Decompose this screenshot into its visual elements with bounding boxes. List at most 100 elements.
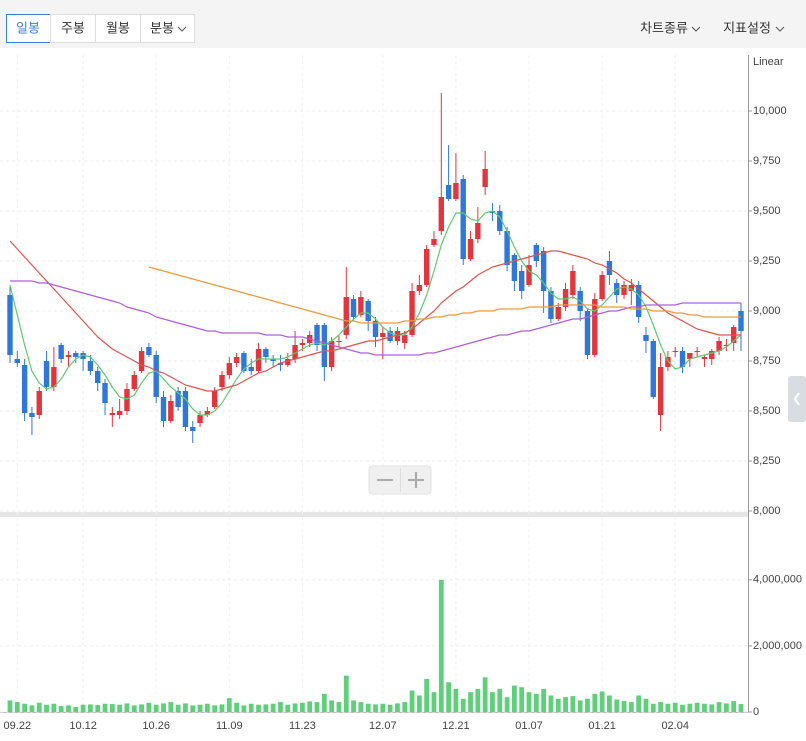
candle-body	[277, 363, 284, 365]
volume-bar	[650, 703, 656, 712]
volume-bar	[51, 703, 57, 712]
candle-body	[190, 427, 196, 431]
period-button[interactable]	[50, 14, 96, 43]
candle-body	[7, 295, 13, 355]
volume-bar	[292, 703, 298, 712]
x-tick-label: 01.21	[588, 720, 616, 732]
candle-body	[687, 353, 693, 359]
chevron	[177, 26, 187, 32]
y-tick-label: 0	[753, 706, 759, 718]
volume-bar	[687, 703, 693, 712]
moving-average-line	[9, 210, 742, 416]
volume-bar	[22, 703, 28, 712]
volume-bar	[416, 695, 422, 712]
volume-bar	[197, 704, 203, 712]
volume-bar	[7, 700, 13, 712]
volume-bar	[680, 704, 685, 712]
period-label: 일봉	[16, 22, 40, 37]
volume-bar	[607, 695, 612, 712]
volume-bar	[44, 704, 49, 712]
x-tick-label: 12.21	[442, 720, 470, 732]
volume-bar	[153, 704, 159, 712]
candle-body	[285, 359, 291, 365]
candle-body	[51, 367, 57, 387]
candle-body	[489, 211, 496, 213]
volume-bar	[131, 705, 137, 712]
volume-bar	[658, 702, 663, 712]
period-label: 월봉	[106, 22, 130, 37]
candle-body	[562, 289, 569, 307]
volume-bar	[570, 696, 576, 712]
candle-body	[453, 183, 459, 199]
period-button[interactable]	[140, 14, 195, 43]
candle-body	[548, 291, 554, 319]
volume-bar	[204, 703, 210, 712]
x-tick-label: 11.23	[289, 720, 316, 732]
candle-body	[657, 367, 664, 415]
candle-body	[36, 391, 42, 415]
candle-body	[58, 345, 64, 359]
candle-body	[504, 231, 510, 265]
candle-body	[175, 391, 181, 407]
volume-bar	[694, 702, 700, 712]
candle-body	[263, 349, 269, 357]
y-tick-label: 9,000	[753, 305, 781, 317]
volume-bar	[702, 703, 707, 712]
scale-label: Linear	[753, 56, 784, 68]
candle-body	[665, 357, 671, 367]
menu-label[interactable]: 차트종류	[640, 22, 688, 37]
volume-bar	[358, 702, 364, 712]
period-label: 분봉	[150, 22, 174, 37]
candle-body	[328, 341, 335, 367]
volume-bar	[117, 704, 123, 712]
candle-body	[358, 297, 364, 315]
volume-bar	[621, 701, 627, 712]
volume-bar	[402, 702, 408, 712]
volume-bar	[395, 703, 400, 712]
volume-bar	[716, 702, 722, 712]
volume-bar	[709, 704, 715, 712]
candle-body	[168, 401, 174, 421]
candle-body	[160, 397, 167, 421]
candle-body	[138, 351, 145, 371]
x-tick-label: 12.07	[369, 720, 397, 732]
candle-body	[314, 325, 320, 345]
volume-bar	[577, 700, 583, 712]
candle-body	[211, 391, 218, 407]
menu-label[interactable]: 지표설정	[723, 22, 771, 37]
candle-body	[423, 249, 430, 285]
volume-bar	[453, 688, 459, 712]
volume-bar	[497, 688, 503, 712]
candle-body	[701, 357, 708, 359]
period-button[interactable]	[6, 14, 51, 43]
volume-bar	[175, 704, 181, 712]
volume-bar	[424, 678, 430, 712]
candle-body	[482, 169, 488, 187]
candle-body	[738, 311, 744, 331]
candle-body	[204, 411, 211, 415]
side-tab-arrow	[793, 392, 800, 406]
candle-body	[29, 413, 35, 417]
volume-bar	[511, 685, 517, 712]
candle-body	[372, 321, 379, 337]
candle-body	[65, 355, 72, 357]
candle-body	[716, 341, 722, 351]
candle-body	[592, 299, 598, 355]
volume-bar	[256, 704, 261, 712]
volume-bar	[241, 705, 247, 712]
candle-body	[21, 365, 28, 413]
candle-body	[409, 291, 415, 335]
volume-bar	[226, 698, 232, 712]
candle-body	[621, 285, 627, 295]
x-tick-label: 10.26	[142, 720, 170, 732]
volume-bar	[555, 698, 561, 712]
candle-body	[131, 375, 137, 389]
volume-bar	[58, 706, 64, 712]
volume-bar	[504, 697, 510, 712]
volume-bar	[519, 687, 525, 712]
candle-body	[533, 245, 540, 261]
candle-body	[467, 239, 474, 259]
side-panel-tab[interactable]	[788, 376, 806, 422]
period-button[interactable]	[95, 14, 141, 43]
